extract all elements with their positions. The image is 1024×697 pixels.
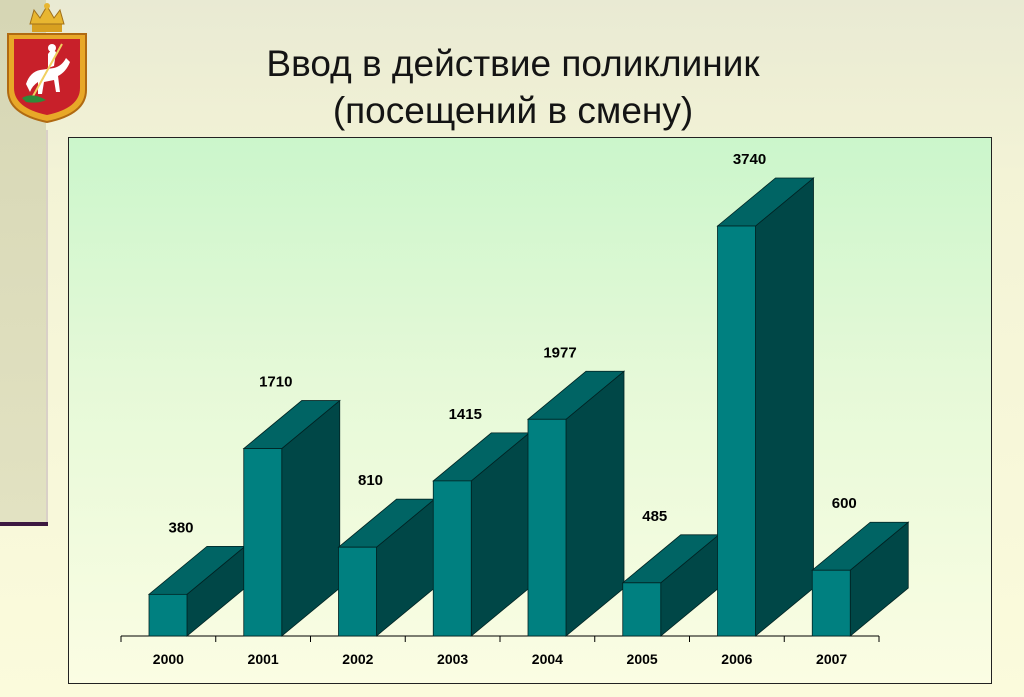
x-tick-label-2001: 2001 bbox=[248, 651, 279, 667]
x-tick-label-2003: 2003 bbox=[437, 651, 468, 667]
value-label-2003: 1415 bbox=[449, 406, 482, 423]
title-line-2: (посещений в смену) bbox=[332, 90, 694, 131]
bar-front-face bbox=[148, 593, 188, 637]
value-label-2007: 600 bbox=[832, 495, 857, 512]
x-tick-label-2002: 2002 bbox=[342, 651, 373, 667]
x-tick-label-2006: 2006 bbox=[721, 651, 752, 667]
bar-2002 bbox=[337, 498, 436, 637]
value-label-2004: 1977 bbox=[543, 344, 576, 361]
bar-front-face bbox=[811, 569, 851, 637]
bar-2003 bbox=[432, 432, 531, 637]
bar-2006 bbox=[716, 177, 815, 637]
bar-2001 bbox=[242, 399, 341, 637]
bar-front-face bbox=[622, 582, 662, 637]
bar-front-face bbox=[243, 448, 283, 637]
bar-front-face bbox=[527, 418, 567, 637]
value-label-2006: 3740 bbox=[733, 151, 766, 168]
bar-front-face bbox=[717, 225, 756, 637]
x-tick-label-2007: 2007 bbox=[816, 651, 847, 667]
value-label-2002: 810 bbox=[358, 472, 383, 489]
bar-2000 bbox=[147, 545, 247, 637]
rider-icon bbox=[22, 43, 70, 103]
chart-plot-area: 380 2000 1710 2001 810 2002 1415 2003 1977 2004 48… bbox=[68, 137, 992, 684]
x-tick-label-2004: 2004 bbox=[532, 651, 563, 667]
bar-side-face bbox=[755, 177, 814, 637]
bar-chart: 380 2000 1710 2001 810 2002 1415 2003 1977 2004 48… bbox=[120, 151, 910, 667]
value-label-2005: 485 bbox=[642, 508, 667, 525]
bar-2005 bbox=[621, 533, 720, 637]
value-label-2001: 1710 bbox=[259, 374, 292, 391]
bar-2004 bbox=[526, 370, 626, 637]
page-title: Ввод в действие поликлиник (посещений в … bbox=[150, 40, 876, 134]
x-tick-label-2000: 2000 bbox=[153, 651, 184, 667]
title-line-1: Ввод в действие поликлиник bbox=[266, 43, 760, 84]
sidebar-divider bbox=[46, 130, 48, 526]
coat-of-arms-logo bbox=[7, 3, 87, 124]
sidebar-rule bbox=[0, 522, 48, 526]
bar-2007 bbox=[811, 521, 910, 637]
crown-icon bbox=[29, 3, 65, 32]
x-tick-label-2005: 2005 bbox=[627, 651, 658, 667]
bar-front-face bbox=[338, 546, 377, 637]
bar-front-face bbox=[432, 480, 472, 637]
value-label-2000: 380 bbox=[168, 519, 193, 536]
